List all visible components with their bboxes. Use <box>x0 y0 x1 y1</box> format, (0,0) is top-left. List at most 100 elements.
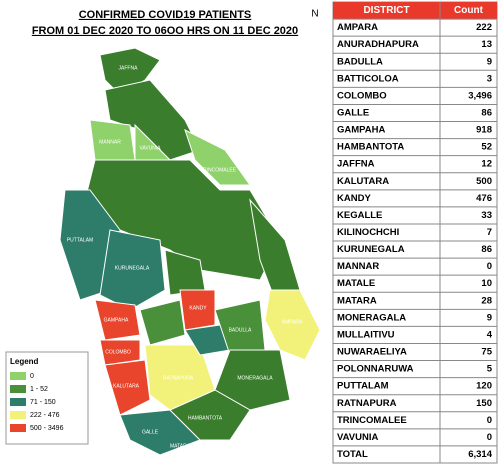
district-cell: BATTICOLOA <box>337 73 399 84</box>
district <box>119 409 201 456</box>
table-header-cell: DISTRICT <box>363 5 409 16</box>
legend-swatch <box>10 424 26 432</box>
count-cell: 5 <box>487 364 493 375</box>
district-cell: ANURADHAPURA <box>337 39 419 50</box>
map-label: GALLE <box>142 429 159 435</box>
count-cell: 476 <box>476 193 492 204</box>
legend-label: 222 - 476 <box>30 412 60 419</box>
count-cell: 6,314 <box>468 449 492 460</box>
count-cell: 12 <box>481 159 492 170</box>
district <box>94 299 141 341</box>
count-cell: 0 <box>487 415 492 426</box>
legend-label: 71 - 150 <box>30 399 56 406</box>
table-header <box>333 2 497 20</box>
district-cell: GALLE <box>337 107 369 118</box>
count-cell: 9 <box>487 312 492 323</box>
table-frame <box>332 1 498 464</box>
map-label: HAMBANTOTA <box>188 415 223 421</box>
count-cell: 3,496 <box>468 90 492 101</box>
district-cell: MONERAGALA <box>337 312 406 323</box>
count-cell: 86 <box>481 244 492 255</box>
district-cell: TRINCOMALEE <box>337 415 407 426</box>
district-cell: POLONNARUWA <box>337 364 414 375</box>
district-cell: VAVUNIA <box>337 432 378 443</box>
legend-swatch <box>10 385 26 393</box>
map-label: KANDY <box>189 305 207 311</box>
table-header-cell: Count <box>454 5 484 16</box>
count-cell: 9 <box>487 56 492 67</box>
count-cell: 52 <box>481 142 492 153</box>
district-cell: COLOMBO <box>337 90 387 101</box>
district-cell: MATALE <box>337 278 375 289</box>
count-cell: 3 <box>487 73 492 84</box>
map-label: PUTTALAM <box>67 237 93 243</box>
map-label: TRINCOMALEE <box>200 167 237 173</box>
district <box>99 339 141 366</box>
district-cell: HAMBANTOTA <box>337 142 404 153</box>
map-label: AMPARA <box>282 319 303 325</box>
count-cell: 86 <box>481 107 492 118</box>
count-cell: 918 <box>476 125 492 136</box>
district-cell: MATARA <box>337 295 377 306</box>
district-cell: BADULLA <box>337 56 383 67</box>
map-label: MONERAGALA <box>237 375 273 381</box>
count-cell: 500 <box>476 176 492 187</box>
count-cell: 7 <box>487 227 492 238</box>
district-cell: RATNAPURA <box>337 398 397 409</box>
district <box>99 47 161 96</box>
count-cell: 4 <box>487 329 493 340</box>
map-label: KALUTARA <box>113 383 140 389</box>
district <box>104 79 201 161</box>
district-cell: KEGALLE <box>337 210 382 221</box>
district <box>214 349 291 411</box>
district-cell: TOTAL <box>337 449 368 460</box>
district <box>179 289 216 331</box>
district <box>169 389 251 441</box>
legend-title: Legend <box>10 357 39 366</box>
map-label: KURUNEGALA <box>115 265 150 271</box>
legend-label: 1 - 52 <box>30 386 48 393</box>
legend-label: 0 <box>30 373 34 380</box>
district-cell: KALUTARA <box>337 176 389 187</box>
district-cell: GAMPAHA <box>337 125 386 136</box>
map-label: MATARA <box>170 443 191 449</box>
map-label: BADULLA <box>229 327 252 333</box>
map-label: RATNAPURA <box>163 375 194 381</box>
map <box>59 47 321 456</box>
map-label: GAMPAHA <box>104 317 129 323</box>
district <box>184 129 251 186</box>
count-cell: 0 <box>487 261 492 272</box>
map-title: FROM 01 DEC 2020 TO 06OO HRS ON 11 DEC 2… <box>32 25 298 37</box>
map-title: CONFIRMED COVID19 PATIENTS <box>79 9 252 21</box>
count-cell: 28 <box>481 295 492 306</box>
map-label: COLOMBO <box>105 349 131 355</box>
count-cell: 120 <box>476 381 492 392</box>
count-cell: 33 <box>481 210 492 221</box>
district <box>264 289 321 361</box>
district-cell: KANDY <box>337 193 371 204</box>
district-cell: KILINOCHCHI <box>337 227 399 238</box>
district-cell: KURUNEGALA <box>337 244 405 255</box>
count-cell: 222 <box>476 22 492 33</box>
district-cell: JAFFNA <box>337 159 375 170</box>
district-cell: NUWARAELIYA <box>337 347 407 358</box>
count-cell: 10 <box>481 278 492 289</box>
count-cell: 13 <box>481 39 492 50</box>
count-cell: 150 <box>476 398 492 409</box>
district <box>99 229 166 311</box>
district <box>139 299 186 346</box>
district-cell: MANNAR <box>337 261 379 272</box>
map-label: MANNAR <box>99 139 121 145</box>
district <box>104 359 151 416</box>
district-cell: AMPARA <box>337 22 378 33</box>
map-label: VAVUNIA <box>139 145 161 151</box>
map-label: JAFFNA <box>119 65 139 71</box>
count-cell: 75 <box>481 347 492 358</box>
legend-swatch <box>10 398 26 406</box>
district-cell: MULLAITIVU <box>337 329 395 340</box>
legend-swatch <box>10 372 26 380</box>
district-cell: PUTTALAM <box>337 381 389 392</box>
count-cell: 0 <box>487 432 492 443</box>
